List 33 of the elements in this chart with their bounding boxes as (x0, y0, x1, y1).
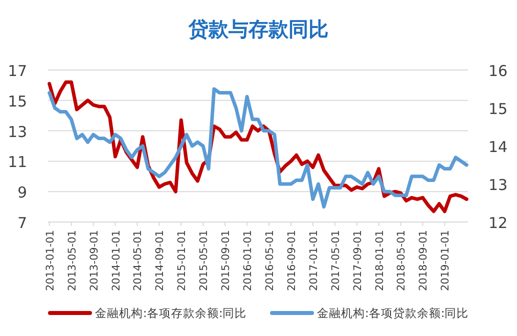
y2-tick-label: 12 (488, 214, 508, 232)
y-tick-label: 7 (17, 214, 27, 232)
x-tick-label: 2015-05-01 (198, 230, 210, 292)
x-tick-label: 2013-05-01 (66, 230, 78, 292)
x-tick-label: 2017-05-01 (330, 230, 342, 292)
y2-tick-label: 15 (488, 100, 508, 118)
x-tick-label: 2014-09-01 (154, 230, 166, 292)
x-tick-label: 2013-09-01 (88, 230, 100, 292)
y2-tick-label: 16 (488, 62, 508, 80)
x-tick-label: 2015-01-01 (176, 230, 188, 292)
y-tick-label: 15 (8, 92, 27, 110)
x-tick-label: 2014-01-01 (110, 230, 122, 292)
chart-title: 贷款与存款同比 (188, 17, 328, 41)
y-tick-label: 17 (8, 62, 27, 80)
y2-tick-label: 13 (488, 176, 508, 194)
x-tick-label: 2016-01-01 (242, 230, 254, 292)
y-tick-label: 13 (8, 122, 27, 141)
legend-label: 金融机构:各项贷款余额:同比 (317, 306, 469, 320)
x-tick-label: 2016-09-01 (286, 230, 298, 292)
x-tick-label: 2018-01-01 (374, 230, 386, 292)
x-tick-label: 2017-09-01 (352, 230, 364, 292)
x-tick-label: 2018-05-01 (396, 230, 408, 292)
x-tick-label: 2014-05-01 (132, 230, 144, 292)
x-tick-label: 2018-09-01 (418, 230, 430, 292)
x-tick-label: 2015-09-01 (220, 230, 232, 292)
y-tick-label: 11 (8, 153, 27, 172)
x-tick-label: 2013-01-01 (44, 230, 56, 292)
x-tick-label: 2019-01-01 (440, 230, 452, 292)
x-tick-label: 2016-05-01 (264, 230, 276, 292)
y2-tick-label: 14 (488, 138, 508, 156)
x-tick-label: 2017-01-01 (308, 230, 320, 292)
y-tick-label: 9 (17, 184, 27, 202)
legend-label: 金融机构:各项存款余额:同比 (95, 306, 247, 320)
